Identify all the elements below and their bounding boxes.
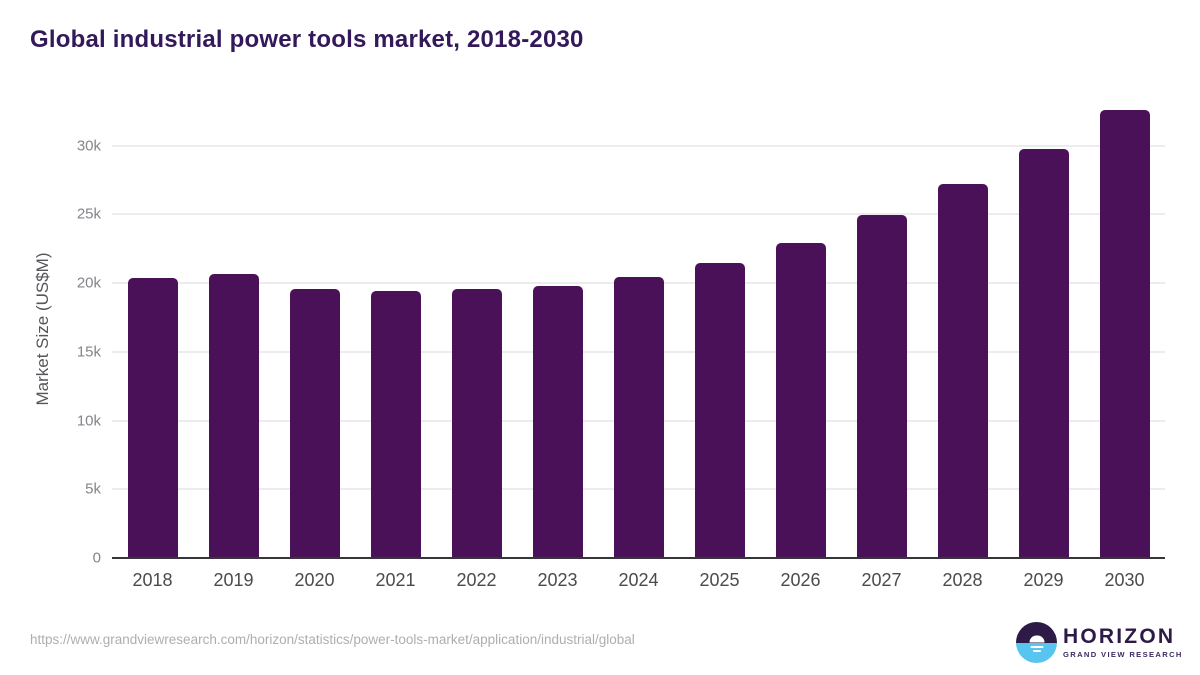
x-tick-label-2023: 2023 — [537, 570, 578, 590]
logo-sea-half — [1016, 642, 1057, 663]
logo-name: HORIZON — [1063, 625, 1176, 648]
x-tick-label-2021: 2021 — [375, 570, 416, 590]
logo-sky-half — [1016, 622, 1057, 643]
y-tick-label-30k: 30k — [76, 137, 101, 155]
bar-slot-2029 — [1003, 100, 1084, 558]
x-tick-label-2026: 2026 — [780, 570, 821, 590]
bar-slot-2022 — [436, 100, 517, 558]
bar-slot-2021 — [355, 100, 436, 558]
bar-slot-2024 — [598, 100, 679, 558]
y-tick-label-10k: 10k — [76, 412, 101, 430]
y-tick-label-20k: 20k — [76, 274, 101, 292]
bar-slot-2030 — [1084, 100, 1165, 558]
y-tick-label-5k: 5k — [85, 480, 101, 498]
plot-area — [112, 100, 1165, 559]
bar-2030[interactable] — [1099, 110, 1150, 558]
horizon-logo-icon — [1016, 622, 1057, 663]
bar-2022[interactable] — [451, 289, 502, 558]
x-tick-label-2030: 2030 — [1104, 570, 1145, 590]
x-tick-label-2019: 2019 — [213, 570, 254, 590]
sun-reflection-line — [1032, 650, 1041, 653]
bar-slot-2027 — [841, 100, 922, 558]
y-tick-label-25k: 25k — [76, 205, 101, 223]
bar-2025[interactable] — [694, 262, 745, 558]
y-axis-tick-labels: 0 5k 10k 15k 20k 25k 30k — [0, 100, 101, 566]
x-tick-label-2022: 2022 — [456, 570, 497, 590]
x-tick-label-2029: 2029 — [1023, 570, 1064, 590]
y-tick-label-15k: 15k — [76, 343, 101, 361]
bar-slot-2020 — [274, 100, 355, 558]
bar-slot-2019 — [193, 100, 274, 558]
bar-2027[interactable] — [856, 214, 907, 558]
bar-slot-2028 — [922, 100, 1003, 558]
gridline-30k — [112, 144, 1165, 147]
x-tick-label-2027: 2027 — [861, 570, 902, 590]
bar-slot-2026 — [760, 100, 841, 558]
logo-text: HORIZON GRAND VIEW RESEARCH — [1063, 626, 1183, 659]
x-tick-label-2025: 2025 — [699, 570, 740, 590]
gridline-25k — [112, 213, 1165, 216]
x-tick-label-2018: 2018 — [132, 570, 173, 590]
sun-icon — [1029, 635, 1044, 643]
bar-2021[interactable] — [370, 291, 421, 558]
bar-slot-2023 — [517, 100, 598, 558]
bar-2026[interactable] — [775, 243, 826, 558]
x-tick-label-2020: 2020 — [294, 570, 335, 590]
source-url: https://www.grandviewresearch.com/horizo… — [30, 632, 635, 647]
horizon-logo: HORIZON GRAND VIEW RESEARCH — [1016, 622, 1183, 663]
bar-2020[interactable] — [289, 289, 340, 558]
bar-2029[interactable] — [1018, 148, 1069, 558]
chart-title: Global industrial power tools market, 20… — [30, 26, 584, 53]
bar-slot-2018 — [112, 100, 193, 558]
x-tick-label-2028: 2028 — [942, 570, 983, 590]
x-axis-tick-labels: 2018 2019 2020 2021 2022 2023 2024 2025 2026 2027… — [112, 570, 1165, 591]
bar-series — [112, 100, 1165, 558]
bar-2018[interactable] — [127, 278, 178, 558]
bar-2028[interactable] — [937, 184, 988, 558]
bar-2023[interactable] — [532, 285, 583, 558]
sun-reflection-line — [1030, 645, 1043, 649]
bar-2024[interactable] — [613, 276, 664, 558]
logo-tagline: GRAND VIEW RESEARCH — [1063, 650, 1183, 659]
y-tick-label-0: 0 — [92, 549, 101, 567]
x-axis-line — [112, 557, 1165, 559]
x-tick-label-2024: 2024 — [618, 570, 659, 590]
bar-2019[interactable] — [208, 274, 259, 558]
bar-slot-2025 — [679, 100, 760, 558]
